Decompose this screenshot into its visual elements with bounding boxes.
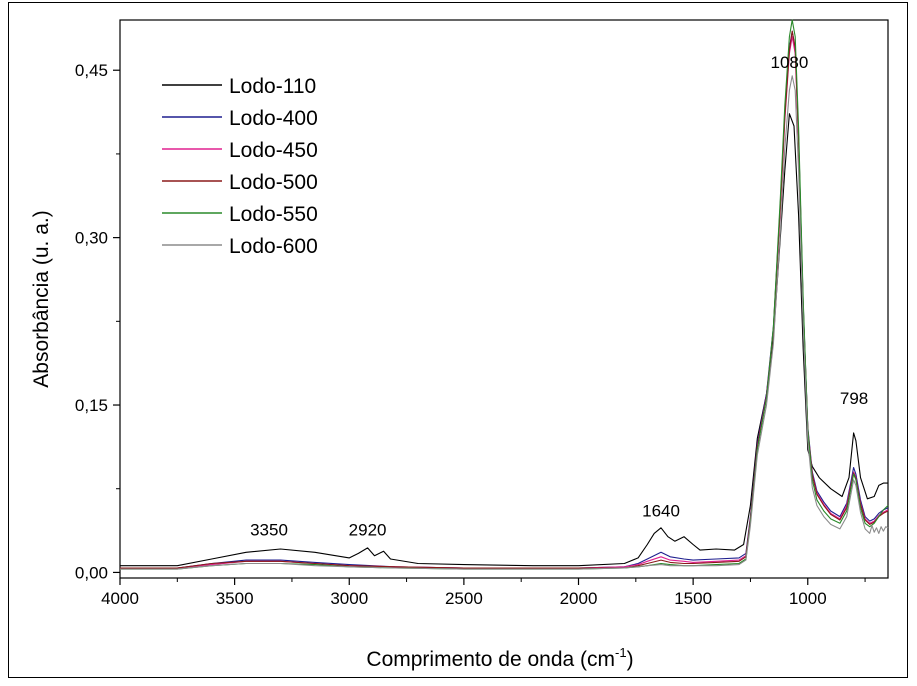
series-line-5 [120, 19, 889, 570]
y-tick-label-1: 0,15 [75, 396, 108, 415]
annotation-2920: 2920 [349, 521, 387, 540]
annotations: 3350 2920 1640 1080 798 [250, 53, 868, 540]
legend-label-2: Lodo-400 [229, 107, 318, 130]
y-tick-label-0: 0,00 [75, 563, 108, 582]
legend-label-5: Lodo-550 [229, 203, 318, 226]
plot-area-border [119, 19, 889, 579]
legend-label-4: Lodo-500 [229, 171, 318, 194]
y-axis-ticks: 0,00 0,15 0,30 0,45 [75, 61, 120, 582]
annotation-1640: 1640 [642, 502, 680, 521]
x-axis-ticks: 4000 3500 3000 2500 2000 1500 1000 [101, 578, 866, 608]
y-tick-label-2: 0,30 [75, 229, 108, 248]
x-tick-label-1500: 1500 [674, 589, 712, 608]
x-tick-label-2500: 2500 [445, 589, 483, 608]
x-tick-label-3500: 3500 [216, 589, 254, 608]
x-axis-label-superscript: -1 [615, 645, 627, 660]
series-line-6 [120, 75, 889, 570]
series-group [120, 19, 889, 570]
x-tick-label-4000: 4000 [101, 589, 139, 608]
legend-label-6: Lodo-600 [229, 235, 318, 258]
series-line-1 [120, 113, 888, 567]
x-tick-label-2000: 2000 [560, 589, 598, 608]
x-axis-label-main: Comprimento de onda (cm [366, 648, 615, 671]
x-axis-label-close: ) [627, 648, 634, 671]
y-axis-label: Absorbância (u. a.) [30, 210, 53, 387]
annotation-3350: 3350 [250, 521, 288, 540]
y-tick-label-3: 0,45 [75, 61, 108, 80]
legend-label-1: Lodo-110 [229, 75, 316, 98]
x-axis-label: Comprimento de onda (cm-1) [366, 645, 633, 671]
legend-label-3: Lodo-450 [229, 139, 318, 162]
annotation-1080: 1080 [771, 53, 809, 72]
annotation-798: 798 [840, 389, 868, 408]
legend: Lodo-110 Lodo-400 Lodo-450 Lodo-500 Lodo-550… [162, 75, 318, 258]
x-tick-label-1000: 1000 [789, 589, 827, 608]
x-tick-label-3000: 3000 [330, 589, 368, 608]
figure-frame [8, 2, 908, 678]
